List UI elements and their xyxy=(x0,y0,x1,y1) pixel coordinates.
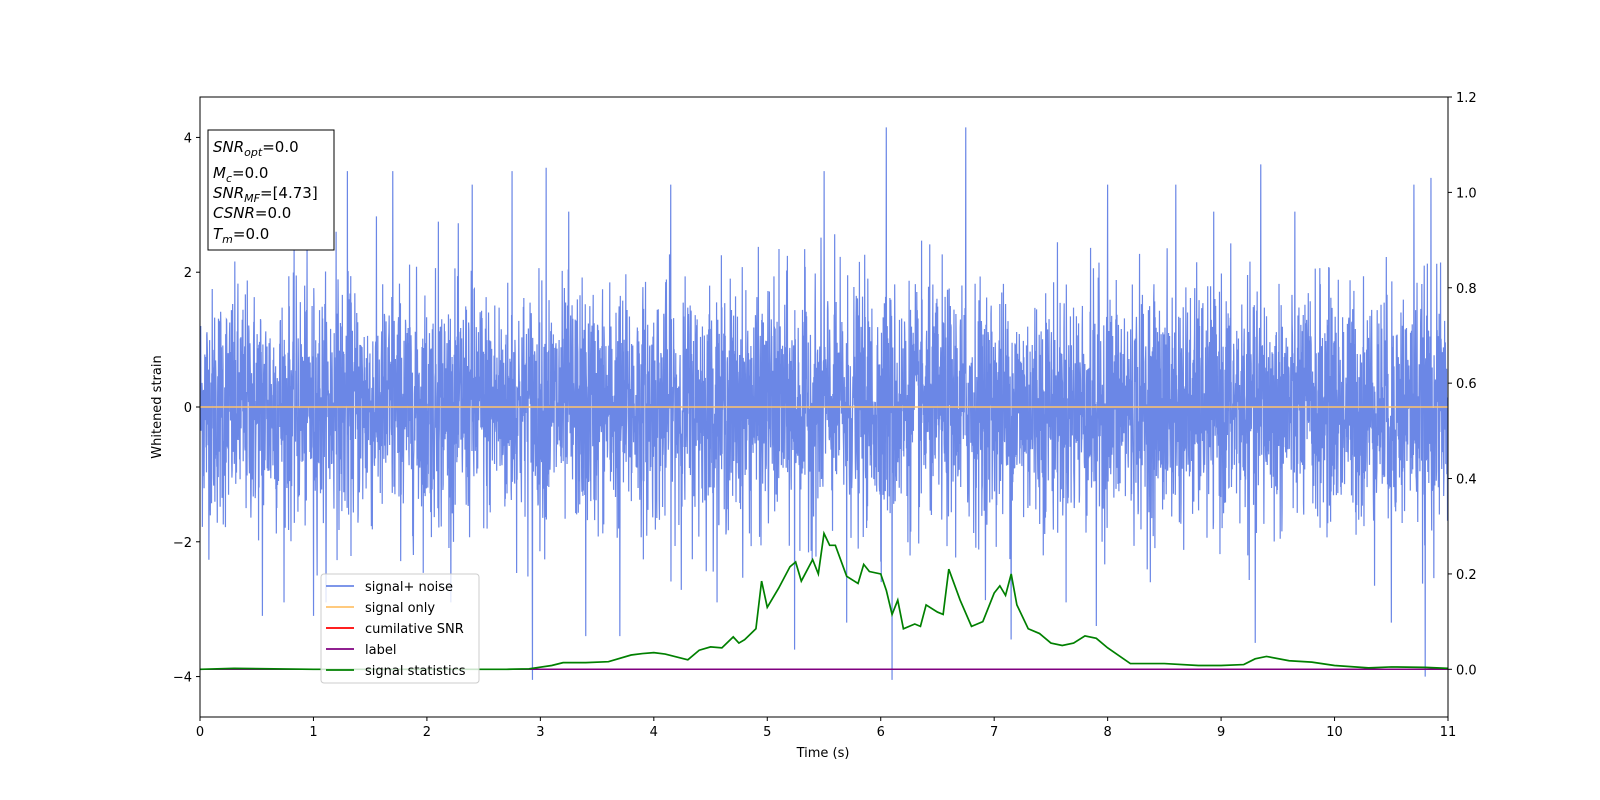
y-right-tick-label: 1.2 xyxy=(1456,91,1477,106)
signal-noise-line xyxy=(200,127,1448,680)
info-box-value: =0.0 xyxy=(262,138,298,156)
legend-label: signal only xyxy=(365,601,435,616)
legend-label: label xyxy=(365,643,396,658)
info-box-symbol: SNR xyxy=(213,138,244,156)
legend-label: cumilative SNR xyxy=(365,622,464,637)
x-tick-label: 5 xyxy=(763,725,771,740)
legend-label: signal+ noise xyxy=(365,580,453,595)
info-box-row: Mc=0.0 xyxy=(213,164,268,185)
signal-noise-series xyxy=(200,127,1448,680)
info-box: SNRopt=0.0Mc=0.0SNRMF=[4.73]CSNR=0.0Tm=0… xyxy=(207,129,335,251)
info-box-row: CSNR=0.0 xyxy=(213,204,291,222)
y-left-tick-label: −2 xyxy=(173,536,192,551)
info-box-value: =0.0 xyxy=(255,204,291,222)
x-tick-label: 9 xyxy=(1217,725,1225,740)
y-axis-left: −4 −2 0 2 4 xyxy=(173,131,200,686)
x-tick-label: 0 xyxy=(196,725,204,740)
info-box-value: =0.0 xyxy=(232,164,268,182)
y-axis-right: 0.0 0.2 0.4 0.6 0.8 1.0 1.2 xyxy=(1448,91,1477,678)
y-axis-label: Whitened strain xyxy=(150,355,165,458)
y-right-tick-label: 0.0 xyxy=(1456,663,1477,678)
x-axis: 0 1 2 3 4 5 6 7 8 9 10 11 xyxy=(196,717,1456,740)
info-box-row: SNRopt=0.0 xyxy=(213,138,299,159)
x-tick-label: 10 xyxy=(1326,725,1343,740)
y-right-tick-label: 1.0 xyxy=(1456,186,1477,201)
y-left-tick-label: 4 xyxy=(184,131,192,146)
info-box-value: =[4.73] xyxy=(260,184,318,202)
x-tick-label: 8 xyxy=(1103,725,1111,740)
info-box-symbol: CSNR xyxy=(213,204,255,222)
x-tick-label: 11 xyxy=(1440,725,1457,740)
info-box-subscript: m xyxy=(222,233,233,246)
y-left-tick-label: −4 xyxy=(173,671,192,686)
x-tick-label: 7 xyxy=(990,725,998,740)
info-box-symbol: T xyxy=(213,225,224,243)
y-right-tick-label: 0.6 xyxy=(1456,377,1477,392)
y-left-tick-label: 0 xyxy=(184,401,192,416)
x-tick-label: 1 xyxy=(309,725,317,740)
info-box-symbol: SNR xyxy=(213,184,244,202)
y-right-tick-label: 0.2 xyxy=(1456,568,1477,583)
y-right-tick-label: 0.4 xyxy=(1456,473,1477,488)
info-box-subscript: opt xyxy=(244,146,263,159)
info-box-row: SNRMF=[4.73] xyxy=(213,184,318,205)
y-left-tick-label: 2 xyxy=(184,266,192,281)
legend-label: signal statistics xyxy=(365,664,466,679)
y-right-tick-label: 0.8 xyxy=(1456,282,1477,297)
info-box-subscript: MF xyxy=(244,192,260,205)
x-tick-label: 4 xyxy=(650,725,658,740)
legend: signal+ noise signal only cumilative SNR la… xyxy=(320,573,480,684)
info-box-value: =0.0 xyxy=(233,225,269,243)
info-box-symbol: M xyxy=(213,164,226,182)
x-tick-label: 3 xyxy=(536,725,544,740)
signal-statistics-line xyxy=(200,530,1448,671)
info-box-frame xyxy=(207,129,335,251)
info-box-subscript: c xyxy=(226,172,232,185)
x-tick-label: 6 xyxy=(877,725,885,740)
x-axis-label: Time (s) xyxy=(796,746,850,761)
x-tick-label: 2 xyxy=(423,725,431,740)
info-box-row: Tm=0.0 xyxy=(213,225,269,246)
legend-frame xyxy=(320,573,480,684)
